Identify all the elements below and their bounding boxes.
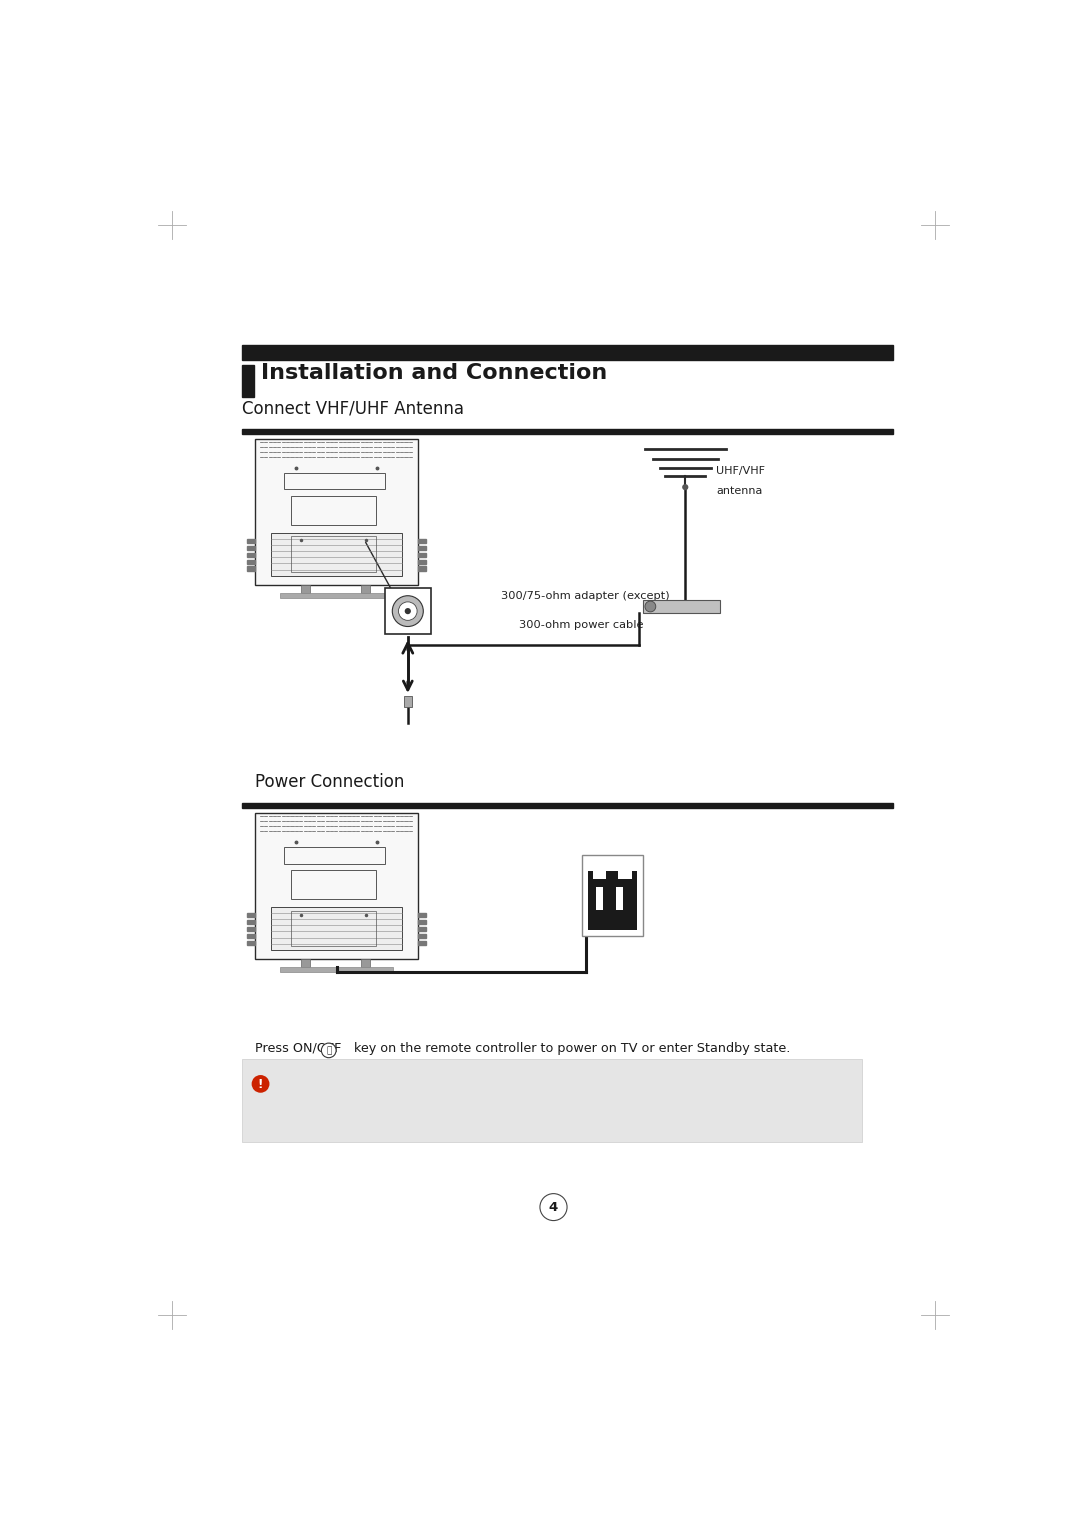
Bar xyxy=(242,1060,862,1142)
Text: Please disconnect the power when the TV is going not to use for a long time.: Please disconnect the power when the TV … xyxy=(292,1068,764,1080)
Bar xyxy=(280,593,393,598)
Bar xyxy=(291,537,376,572)
Bar xyxy=(247,560,255,564)
Text: antenna: antenna xyxy=(716,486,762,496)
Text: !: ! xyxy=(258,1078,264,1090)
Circle shape xyxy=(392,596,423,627)
Text: Please pull out the power plug if need to cut of the power.: Please pull out the power plug if need t… xyxy=(292,1121,647,1135)
Bar xyxy=(284,846,386,863)
Bar xyxy=(619,869,632,878)
Bar xyxy=(418,552,426,557)
Text: Press ON/OFF: Press ON/OFF xyxy=(255,1042,346,1055)
Bar xyxy=(361,959,370,967)
Text: 300/75-ohm adapter (except): 300/75-ohm adapter (except) xyxy=(501,592,670,601)
Bar xyxy=(271,907,402,950)
Bar xyxy=(247,920,255,924)
Circle shape xyxy=(405,608,410,615)
Bar xyxy=(418,920,426,924)
Bar xyxy=(418,941,426,946)
Bar xyxy=(361,586,370,593)
Circle shape xyxy=(399,602,417,621)
Bar xyxy=(418,546,426,551)
Bar xyxy=(242,345,893,360)
Text: ⏻: ⏻ xyxy=(326,1046,332,1055)
Bar xyxy=(418,538,426,543)
Bar xyxy=(593,869,607,878)
Bar xyxy=(271,532,402,576)
Bar xyxy=(418,560,426,564)
Bar xyxy=(643,599,720,613)
Bar xyxy=(418,566,426,570)
Text: key on the remote controller to power on TV or enter Standby state.: key on the remote controller to power on… xyxy=(350,1042,791,1055)
Bar xyxy=(418,913,426,917)
Text: Power Connection: Power Connection xyxy=(255,773,405,791)
Bar xyxy=(255,813,418,959)
Circle shape xyxy=(322,1043,336,1058)
Bar xyxy=(247,927,255,932)
Bar xyxy=(418,933,426,938)
Text: Installation and Connection: Installation and Connection xyxy=(260,363,607,383)
Bar xyxy=(582,856,643,936)
Bar xyxy=(588,871,637,930)
Bar xyxy=(291,869,376,900)
Bar xyxy=(291,910,376,946)
Text: the power supply.: the power supply. xyxy=(292,1103,400,1116)
Bar xyxy=(418,927,426,932)
Bar xyxy=(291,496,376,525)
Bar xyxy=(255,439,418,586)
Bar xyxy=(247,538,255,543)
Circle shape xyxy=(540,1194,567,1220)
Bar xyxy=(384,589,431,634)
Bar xyxy=(247,552,255,557)
Bar xyxy=(300,586,310,593)
Bar xyxy=(404,695,411,706)
Bar xyxy=(242,364,255,396)
Bar xyxy=(247,933,255,938)
Bar xyxy=(280,967,393,973)
Text: UHF/VHF: UHF/VHF xyxy=(716,467,766,476)
Bar xyxy=(247,913,255,917)
Bar xyxy=(300,959,310,967)
Bar xyxy=(247,941,255,946)
Text: 300-ohm power cable: 300-ohm power cable xyxy=(518,621,643,630)
Bar xyxy=(247,546,255,551)
Bar xyxy=(284,473,386,490)
Text: Connect VHF/UHF Antenna: Connect VHF/UHF Antenna xyxy=(242,400,464,418)
Bar xyxy=(242,430,893,435)
Text: Press  ON/OFF    key to power on TV or enter Standby state can not cut off: Press ON/OFF key to power on TV or enter… xyxy=(292,1086,748,1098)
Bar xyxy=(247,566,255,570)
Circle shape xyxy=(645,601,656,612)
Bar xyxy=(596,888,603,910)
Circle shape xyxy=(252,1075,270,1093)
Bar xyxy=(242,802,893,808)
Circle shape xyxy=(683,483,688,490)
Bar xyxy=(616,888,623,910)
Text: 4: 4 xyxy=(549,1200,558,1214)
